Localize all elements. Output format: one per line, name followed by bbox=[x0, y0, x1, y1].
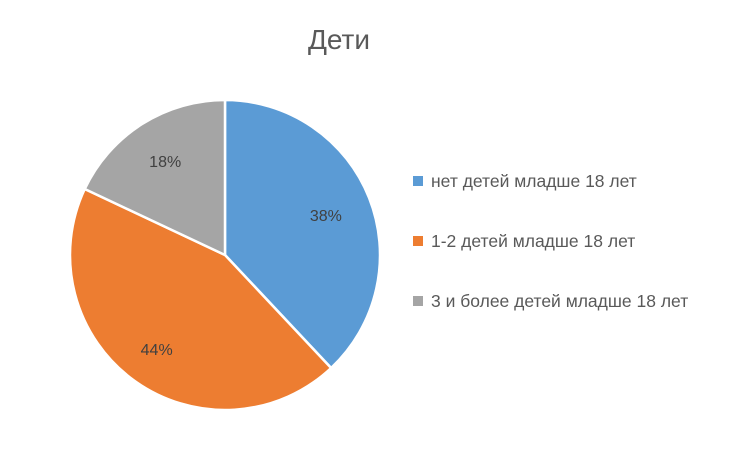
legend-label: 1-2 детей младше 18 лет bbox=[431, 231, 636, 251]
legend-item-1-2-children: 1-2 детей младше 18 лет bbox=[413, 228, 701, 254]
legend-marker-icon bbox=[413, 236, 423, 246]
data-label: 18% bbox=[149, 154, 181, 171]
legend-marker-icon bbox=[413, 176, 423, 186]
data-label: 44% bbox=[141, 342, 173, 359]
chart-title: Дети bbox=[307, 24, 371, 55]
legend-label: 3 и более детей младше 18 лет bbox=[431, 291, 689, 311]
pie-slice bbox=[83, 98, 227, 257]
legend-item-3-plus-children: 3 и более детей младше 18 лет bbox=[413, 288, 701, 314]
legend-item-no-children: нет детей младше 18 лет bbox=[413, 168, 701, 194]
data-label: 38% bbox=[310, 208, 342, 225]
pie-slice bbox=[68, 187, 333, 412]
legend-marker-icon bbox=[413, 296, 423, 306]
pie-slice bbox=[223, 98, 382, 370]
legend-label: нет детей младше 18 лет bbox=[431, 171, 637, 191]
